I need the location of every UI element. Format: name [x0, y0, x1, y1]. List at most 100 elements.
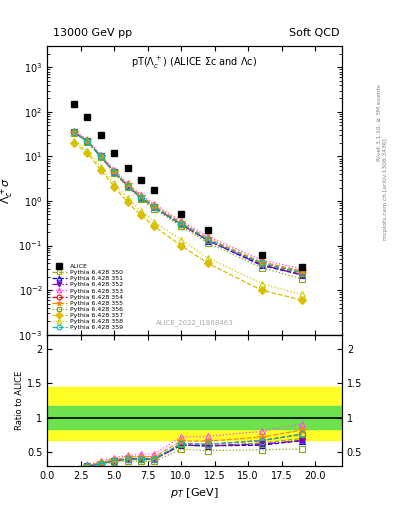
- Pythia 6.428 354: [299, 269, 304, 275]
- Pythia 6.428 357: [72, 140, 76, 146]
- Pythia 6.428 355: [139, 193, 143, 199]
- Line: ALICE: ALICE: [71, 101, 305, 270]
- Pythia 6.428 359: [179, 221, 184, 227]
- Pythia 6.428 351: [206, 238, 210, 244]
- Pythia 6.428 352: [85, 138, 90, 144]
- Pythia 6.428 359: [85, 138, 90, 144]
- Pythia 6.428 350: [125, 183, 130, 189]
- Pythia 6.428 352: [112, 169, 116, 175]
- Pythia 6.428 354: [112, 169, 116, 175]
- Pythia 6.428 358: [179, 237, 184, 243]
- Pythia 6.428 358: [112, 180, 116, 186]
- ALICE: [98, 132, 103, 138]
- Pythia 6.428 354: [259, 260, 264, 266]
- Pythia 6.428 354: [206, 237, 210, 243]
- Pythia 6.428 355: [125, 181, 130, 187]
- Pythia 6.428 352: [125, 183, 130, 189]
- ALICE: [125, 165, 130, 171]
- Text: pT($\Lambda_c^+$) (ALICE $\Sigma$c and $\Lambda$c): pT($\Lambda_c^+$) (ALICE $\Sigma$c and $…: [131, 55, 258, 71]
- Pythia 6.428 356: [112, 170, 116, 176]
- Pythia 6.428 354: [98, 154, 103, 160]
- Line: Pythia 6.428 359: Pythia 6.428 359: [71, 129, 305, 275]
- Pythia 6.428 358: [125, 195, 130, 201]
- Pythia 6.428 350: [299, 271, 304, 277]
- Pythia 6.428 356: [98, 155, 103, 161]
- Text: Rivet 3.1.10, ≥ 3M events: Rivet 3.1.10, ≥ 3M events: [377, 84, 382, 161]
- Pythia 6.428 353: [259, 257, 264, 263]
- Line: Pythia 6.428 354: Pythia 6.428 354: [71, 129, 305, 275]
- Pythia 6.428 359: [72, 129, 76, 135]
- Pythia 6.428 351: [112, 169, 116, 175]
- Pythia 6.428 359: [206, 237, 210, 243]
- Bar: [47, 387, 342, 440]
- Pythia 6.428 358: [152, 219, 157, 225]
- ALICE: [179, 211, 184, 218]
- X-axis label: $p_T$ [GeV]: $p_T$ [GeV]: [170, 486, 219, 500]
- Pythia 6.428 359: [125, 183, 130, 189]
- Pythia 6.428 350: [85, 138, 90, 144]
- Text: ALICE_2022_I1868463: ALICE_2022_I1868463: [156, 319, 233, 326]
- Pythia 6.428 352: [98, 154, 103, 160]
- Line: Pythia 6.428 350: Pythia 6.428 350: [71, 129, 305, 277]
- Pythia 6.428 358: [72, 138, 76, 144]
- Pythia 6.428 350: [112, 169, 116, 175]
- Pythia 6.428 355: [152, 203, 157, 209]
- Pythia 6.428 350: [179, 221, 184, 227]
- Pythia 6.428 353: [125, 180, 130, 186]
- Pythia 6.428 359: [299, 269, 304, 275]
- Pythia 6.428 356: [85, 139, 90, 145]
- Pythia 6.428 358: [299, 291, 304, 297]
- ALICE: [72, 101, 76, 107]
- Pythia 6.428 350: [98, 154, 103, 160]
- Pythia 6.428 357: [206, 260, 210, 266]
- Pythia 6.428 357: [259, 287, 264, 293]
- Pythia 6.428 354: [85, 138, 90, 144]
- ALICE: [112, 150, 116, 156]
- Pythia 6.428 353: [299, 266, 304, 272]
- Pythia 6.428 351: [152, 204, 157, 210]
- Bar: [47, 406, 342, 430]
- Pythia 6.428 357: [125, 199, 130, 205]
- Pythia 6.428 355: [299, 268, 304, 274]
- Pythia 6.428 358: [98, 164, 103, 170]
- Pythia 6.428 356: [139, 196, 143, 202]
- Pythia 6.428 350: [206, 238, 210, 244]
- Pythia 6.428 350: [152, 204, 157, 210]
- Pythia 6.428 358: [259, 281, 264, 287]
- Pythia 6.428 351: [85, 138, 90, 144]
- Line: Pythia 6.428 358: Pythia 6.428 358: [71, 138, 305, 297]
- Pythia 6.428 359: [98, 154, 103, 160]
- ALICE: [139, 177, 143, 183]
- Pythia 6.428 357: [179, 243, 184, 249]
- Pythia 6.428 352: [206, 238, 210, 244]
- Pythia 6.428 355: [112, 168, 116, 174]
- Pythia 6.428 351: [125, 183, 130, 189]
- Line: Pythia 6.428 357: Pythia 6.428 357: [71, 140, 305, 303]
- Pythia 6.428 359: [152, 204, 157, 210]
- Pythia 6.428 356: [72, 130, 76, 136]
- Pythia 6.428 352: [259, 262, 264, 268]
- Pythia 6.428 353: [85, 137, 90, 143]
- Pythia 6.428 352: [139, 195, 143, 201]
- Pythia 6.428 353: [179, 218, 184, 224]
- Text: mcplots.cern.ch [arXiv:1306.3436]: mcplots.cern.ch [arXiv:1306.3436]: [383, 139, 387, 240]
- Pythia 6.428 357: [112, 184, 116, 190]
- Pythia 6.428 352: [72, 129, 76, 135]
- Pythia 6.428 351: [299, 272, 304, 278]
- Pythia 6.428 354: [72, 129, 76, 135]
- Pythia 6.428 355: [259, 259, 264, 265]
- Pythia 6.428 354: [179, 221, 184, 227]
- Pythia 6.428 358: [139, 208, 143, 214]
- Pythia 6.428 350: [72, 129, 76, 135]
- ALICE: [85, 114, 90, 120]
- Pythia 6.428 356: [206, 240, 210, 246]
- Pythia 6.428 356: [179, 223, 184, 229]
- Pythia 6.428 352: [152, 204, 157, 210]
- Line: Pythia 6.428 351: Pythia 6.428 351: [71, 129, 305, 278]
- Pythia 6.428 353: [98, 152, 103, 158]
- Pythia 6.428 359: [139, 195, 143, 201]
- Y-axis label: Ratio to ALICE: Ratio to ALICE: [15, 371, 24, 430]
- Y-axis label: $\Lambda_c^+\sigma$: $\Lambda_c^+\sigma$: [0, 177, 16, 204]
- ALICE: [259, 252, 264, 259]
- Legend: ALICE, Pythia 6.428 350, Pythia 6.428 351, Pythia 6.428 352, Pythia 6.428 353, P: ALICE, Pythia 6.428 350, Pythia 6.428 35…: [50, 263, 124, 332]
